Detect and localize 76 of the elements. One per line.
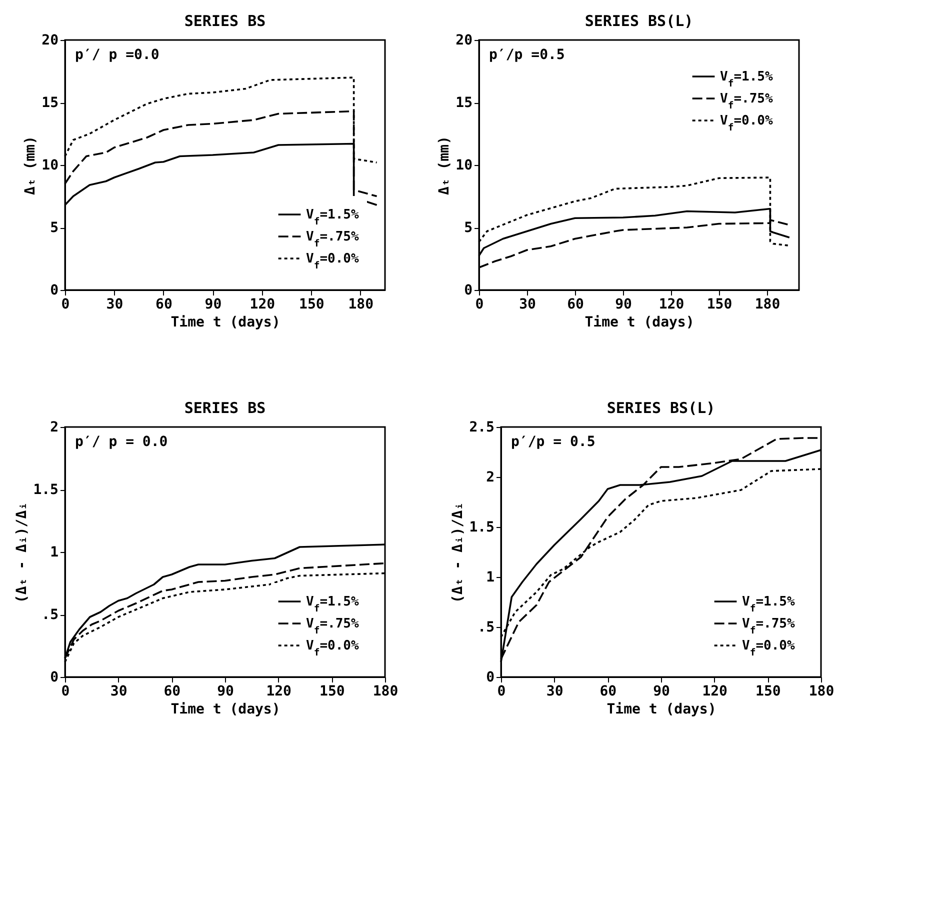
chart-title: SERIES BS bbox=[184, 12, 266, 30]
annotation: p′/ p =0.0 bbox=[75, 47, 160, 63]
y-tick-label: 10 bbox=[456, 158, 472, 174]
x-tick-label: 180 bbox=[754, 296, 780, 312]
x-tick-label: 30 bbox=[110, 684, 128, 700]
annotation: p′/ p = 0.0 bbox=[75, 434, 168, 450]
y-tick-label: 1.5 bbox=[469, 520, 494, 536]
legend-label: V$_{f}$=0.0% bbox=[306, 252, 360, 271]
y-tick-label: 5 bbox=[50, 220, 58, 236]
x-tick-label: 90 bbox=[615, 296, 632, 312]
y-tick-label: 2.5 bbox=[469, 420, 494, 436]
y-axis-title: Δₜ (mm) bbox=[436, 136, 453, 196]
x-tick-label: 0 bbox=[61, 296, 70, 312]
y-tick-label: 5 bbox=[464, 220, 472, 236]
x-tick-label: 120 bbox=[250, 296, 276, 312]
x-tick-label: 30 bbox=[519, 296, 536, 312]
y-tick-label: .5 bbox=[42, 607, 58, 623]
y-axis-title: (Δₜ - Δᵢ)/Δᵢ bbox=[450, 502, 466, 604]
x-tick-label: 150 bbox=[756, 684, 781, 700]
x-tick-label: 120 bbox=[266, 684, 292, 700]
y-tick-label: 1 bbox=[486, 570, 494, 586]
x-tick-label: 30 bbox=[106, 296, 124, 312]
x-tick-label: 90 bbox=[653, 684, 670, 700]
chart-title: SERIES BS bbox=[184, 399, 266, 417]
x-axis-title: Time t (days) bbox=[170, 702, 280, 718]
x-tick-label: 0 bbox=[497, 684, 506, 700]
x-axis-title: Time t (days) bbox=[606, 702, 716, 718]
y-tick-label: 20 bbox=[42, 32, 58, 48]
x-tick-label: 120 bbox=[658, 296, 684, 312]
legend-label: V$_{f}$=1.5% bbox=[306, 594, 360, 614]
legend-label: V$_{f}$=.75% bbox=[306, 230, 360, 249]
y-tick-label: 2 bbox=[486, 470, 494, 486]
y-tick-label: 0 bbox=[50, 282, 58, 298]
x-tick-label: 60 bbox=[600, 684, 617, 700]
y-tick-label: 20 bbox=[456, 32, 472, 48]
chart-title: SERIES BS(L) bbox=[606, 399, 716, 417]
annotation: p′/p =0.5 bbox=[489, 47, 565, 63]
legend-label: V$_{f}$=1.5% bbox=[742, 594, 796, 614]
legend-label: V$_{f}$=1.5% bbox=[306, 208, 360, 227]
legend-label: V$_{f}$=0.0% bbox=[720, 114, 774, 133]
x-tick-label: 150 bbox=[706, 296, 732, 312]
chart-title: SERIES BS(L) bbox=[584, 12, 694, 30]
y-tick-label: 2 bbox=[50, 420, 58, 436]
legend-label: V$_{f}$=1.5% bbox=[720, 70, 774, 89]
x-tick-label: 60 bbox=[156, 296, 172, 312]
y-tick-label: 0 bbox=[50, 670, 58, 686]
x-tick-label: 60 bbox=[567, 296, 584, 312]
y-axis-title: (Δₜ - Δᵢ)/Δᵢ bbox=[14, 502, 30, 604]
annotation: p′/p = 0.5 bbox=[511, 434, 596, 450]
legend-label: V$_{f}$=.75% bbox=[720, 92, 774, 111]
legend-label: V$_{f}$=.75% bbox=[306, 616, 360, 636]
x-tick-label: 180 bbox=[348, 296, 374, 312]
x-tick-label: 120 bbox=[702, 684, 728, 700]
y-tick-label: 1.5 bbox=[33, 482, 58, 498]
x-tick-label: 60 bbox=[164, 684, 181, 700]
y-tick-label: .5 bbox=[478, 620, 494, 636]
legend-label: V$_{f}$=0.0% bbox=[742, 638, 796, 658]
y-tick-label: 15 bbox=[42, 95, 58, 111]
y-axis-title: Δₜ (mm) bbox=[22, 136, 39, 196]
x-axis-title: Time t (days) bbox=[584, 314, 694, 330]
x-tick-label: 90 bbox=[217, 684, 234, 700]
y-tick-label: 0 bbox=[464, 282, 472, 298]
x-tick-label: 180 bbox=[808, 684, 834, 700]
x-axis-title: Time t (days) bbox=[170, 314, 280, 330]
x-tick-label: 90 bbox=[204, 296, 222, 312]
y-tick-label: 10 bbox=[42, 158, 58, 174]
y-tick-label: 1 bbox=[50, 544, 58, 560]
x-tick-label: 150 bbox=[299, 296, 324, 312]
x-tick-label: 0 bbox=[61, 684, 70, 700]
x-tick-label: 150 bbox=[320, 684, 345, 700]
x-tick-label: 180 bbox=[372, 684, 398, 700]
legend-label: V$_{f}$=.75% bbox=[742, 616, 796, 636]
x-tick-label: 30 bbox=[546, 684, 564, 700]
y-tick-label: 0 bbox=[486, 670, 494, 686]
y-tick-label: 15 bbox=[456, 95, 472, 111]
legend-label: V$_{f}$=0.0% bbox=[306, 638, 360, 658]
